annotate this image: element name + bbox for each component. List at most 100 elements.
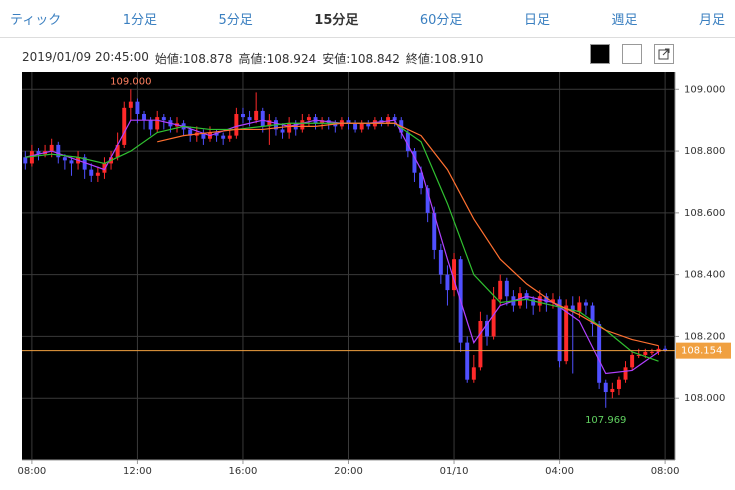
candle-body — [419, 172, 424, 189]
candle-body — [135, 101, 140, 115]
candle-body — [306, 117, 311, 121]
candle-body — [346, 120, 351, 124]
candle-body — [214, 132, 219, 136]
y-tick-label: 108.000 — [684, 393, 725, 404]
candle-body — [142, 114, 147, 121]
candle-body — [155, 117, 160, 130]
candle-body — [544, 296, 549, 303]
info-item: 安値:108.842 — [322, 52, 400, 66]
candle-body — [313, 117, 318, 124]
candle-body — [23, 157, 28, 164]
candle-body — [531, 299, 536, 306]
dark-theme-button[interactable] — [590, 44, 610, 64]
candle-body — [82, 157, 87, 170]
candle-body — [518, 293, 522, 306]
candle-body — [366, 123, 371, 127]
candle-body — [267, 120, 272, 127]
candle-body — [386, 117, 391, 124]
candle-body — [287, 123, 292, 133]
candle-body — [300, 120, 305, 130]
candle-body — [392, 117, 397, 121]
candle-body — [201, 132, 206, 139]
candle-body — [471, 367, 476, 380]
candle-body — [511, 296, 516, 306]
y-tick-label: 109.000 — [684, 84, 725, 95]
candle-body — [109, 157, 114, 164]
tab[interactable]: 15分足 — [314, 13, 359, 28]
candle-body — [537, 296, 542, 306]
candle-body — [280, 129, 285, 133]
info-item: 終値:108.910 — [405, 52, 484, 66]
candle-body — [465, 342, 470, 380]
tab[interactable]: 1分足 — [122, 13, 158, 28]
candle-body — [194, 132, 199, 136]
candle-body — [550, 299, 555, 303]
candle-body — [69, 160, 74, 164]
candle-body — [254, 110, 259, 121]
candle-body — [247, 117, 252, 121]
candle-body — [524, 293, 529, 300]
y-tick-label: 108.800 — [684, 146, 725, 157]
candle-body — [643, 351, 648, 355]
candle-body — [630, 354, 635, 368]
low-label: 107.969 — [585, 415, 626, 426]
candle-body — [610, 388, 615, 393]
candle-body — [616, 379, 621, 389]
info-item: 2019/01/09 20:45:00 — [22, 50, 149, 64]
candle-body — [663, 348, 668, 351]
candle-body — [339, 120, 344, 127]
candle-body — [485, 320, 489, 337]
candle-body — [29, 151, 34, 164]
tab[interactable]: 60分足 — [419, 13, 463, 28]
candle-body — [557, 299, 562, 362]
tab-bar: ティック 1分足 5分足 15分足 60分足 日足 週足 月足 — [0, 0, 735, 38]
popout-button[interactable] — [654, 44, 674, 64]
candle-body — [115, 144, 120, 158]
candle-body — [122, 107, 127, 145]
candle-body — [623, 367, 628, 380]
candle-body — [359, 123, 364, 130]
candle-body — [379, 120, 384, 124]
high-label: 109.000 — [110, 76, 151, 87]
candle-body — [656, 348, 661, 352]
tab[interactable]: 5分足 — [218, 13, 253, 28]
candle-body — [405, 132, 410, 152]
info-item: 始値:108.878 — [154, 52, 233, 66]
candle-body — [234, 114, 239, 136]
plot-background — [22, 72, 675, 460]
candle-body — [425, 188, 430, 213]
candle-body — [148, 120, 153, 130]
candle-body — [491, 299, 496, 337]
candle-body — [260, 110, 265, 127]
y-tick-label: 108.200 — [684, 331, 725, 342]
candle-body — [161, 117, 166, 121]
candle-body — [564, 305, 569, 362]
candle-body — [43, 151, 48, 155]
candle-body — [577, 302, 582, 312]
tab[interactable]: 日足 — [523, 13, 550, 28]
candle-body — [504, 280, 509, 297]
candle-body — [597, 324, 602, 383]
candle-body — [89, 169, 94, 176]
candle-body — [320, 120, 325, 124]
candle-body — [603, 382, 608, 393]
candle-body — [175, 123, 179, 127]
current-price-label: 108.154 — [681, 346, 722, 357]
candle-body — [412, 151, 417, 173]
candle-body — [498, 280, 503, 300]
candle-body — [273, 120, 278, 130]
tab[interactable]: ティック — [10, 13, 62, 28]
info-row: 2019/01/09 20:45:00 始値:108.878 高値:108.924 安… — [22, 50, 484, 67]
candle-body — [590, 305, 595, 325]
candle-body — [432, 212, 437, 250]
candle-body — [570, 305, 575, 312]
candle-body — [293, 123, 298, 130]
candle-body — [188, 129, 193, 136]
candle-body — [36, 151, 41, 155]
popout-icon — [658, 48, 670, 60]
candle-body — [636, 354, 641, 356]
light-theme-button[interactable] — [622, 44, 642, 64]
tab[interactable]: 週足 — [611, 13, 638, 28]
tab[interactable]: 月足 — [698, 13, 725, 28]
